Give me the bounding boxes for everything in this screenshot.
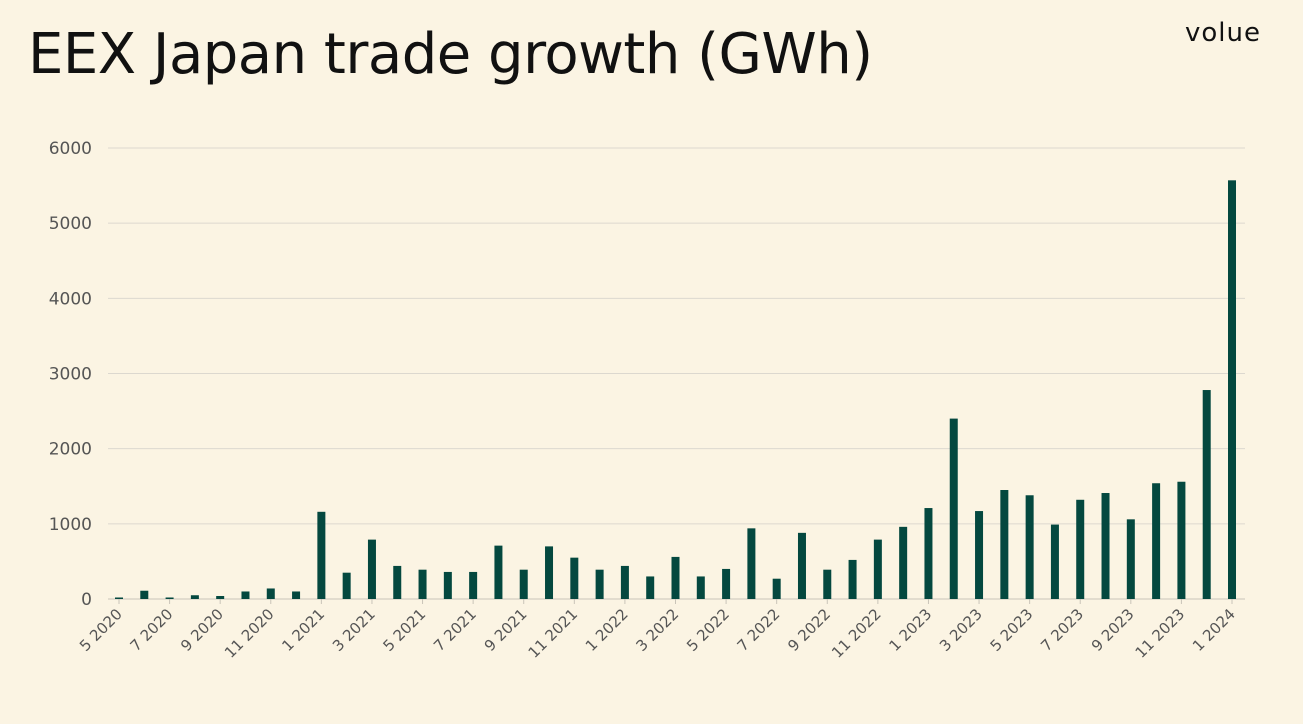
bar <box>190 595 199 599</box>
bar <box>115 597 123 599</box>
x-tick-label: 7 2021 <box>430 605 480 655</box>
bar <box>519 569 528 599</box>
bar <box>494 545 503 599</box>
x-tick-label: 7 2020 <box>127 605 177 655</box>
bar <box>1025 495 1034 599</box>
y-tick-label: 1000 <box>49 515 92 535</box>
bar <box>595 569 604 599</box>
bar <box>671 556 680 599</box>
x-tick-label: 9 2020 <box>177 605 227 655</box>
bar <box>620 565 629 599</box>
bar <box>241 591 250 599</box>
bar <box>292 591 301 599</box>
bar <box>418 569 427 599</box>
x-tick-label: 3 2021 <box>329 605 379 655</box>
y-tick-label: 6000 <box>49 139 92 159</box>
bar <box>873 539 882 599</box>
page-title: EEX Japan trade growth (GWh) <box>28 22 873 87</box>
bar <box>949 418 958 599</box>
bar <box>1050 524 1059 599</box>
x-tick-label: 1 2022 <box>582 605 632 655</box>
x-tick-label: 7 2023 <box>1037 605 1087 655</box>
bar <box>975 511 984 599</box>
bar <box>165 597 174 599</box>
bar <box>367 539 376 599</box>
bar <box>696 576 705 599</box>
bar <box>570 557 579 599</box>
bar <box>443 571 452 599</box>
bar <box>646 576 655 599</box>
bar <box>1152 483 1161 599</box>
x-tick-label: 11 2023 <box>1132 605 1189 662</box>
bar <box>722 568 731 599</box>
y-tick-label: 4000 <box>49 289 92 309</box>
x-tick-label: 7 2022 <box>734 605 784 655</box>
x-tick-label: 5 2020 <box>76 605 126 655</box>
x-tick-label: 5 2021 <box>380 605 430 655</box>
x-tick-label: 11 2020 <box>221 605 278 662</box>
bar <box>1126 519 1135 599</box>
x-tick-label: 5 2023 <box>987 605 1037 655</box>
bar <box>1228 180 1236 600</box>
bar <box>545 546 554 599</box>
bar <box>1202 390 1211 599</box>
x-tick-label: 3 2023 <box>936 605 986 655</box>
x-tick-label: 1 2024 <box>1189 605 1239 655</box>
y-tick-label: 0 <box>81 590 92 610</box>
volue-logo: volue <box>1185 18 1261 48</box>
x-tick-label: 9 2023 <box>1088 605 1138 655</box>
x-tick-label: 5 2022 <box>683 605 733 655</box>
bar <box>393 565 402 599</box>
bar <box>1177 481 1186 599</box>
bar <box>747 528 756 599</box>
bar <box>823 569 832 599</box>
bar <box>140 590 149 599</box>
y-tick-label: 3000 <box>49 365 92 385</box>
bar <box>216 595 225 599</box>
x-tick-label: 11 2022 <box>828 605 885 662</box>
x-tick-label: 1 2023 <box>885 605 935 655</box>
x-tick-label: 11 2021 <box>525 605 582 662</box>
bar <box>1101 493 1110 599</box>
x-tick-label: 9 2021 <box>481 605 531 655</box>
bar <box>899 526 908 599</box>
y-tick-label: 5000 <box>49 214 92 234</box>
x-tick-label: 9 2022 <box>784 605 834 655</box>
bar <box>848 559 857 599</box>
bar <box>469 571 478 599</box>
y-tick-label: 2000 <box>49 440 92 460</box>
bar <box>772 578 781 599</box>
bar <box>924 508 933 599</box>
bar <box>797 532 806 599</box>
bar <box>1076 499 1085 599</box>
x-tick-label: 1 2021 <box>278 605 328 655</box>
bar <box>1000 490 1009 599</box>
bar <box>266 588 275 599</box>
bar <box>317 511 326 599</box>
x-tick-label: 3 2022 <box>632 605 682 655</box>
bar <box>342 572 351 599</box>
